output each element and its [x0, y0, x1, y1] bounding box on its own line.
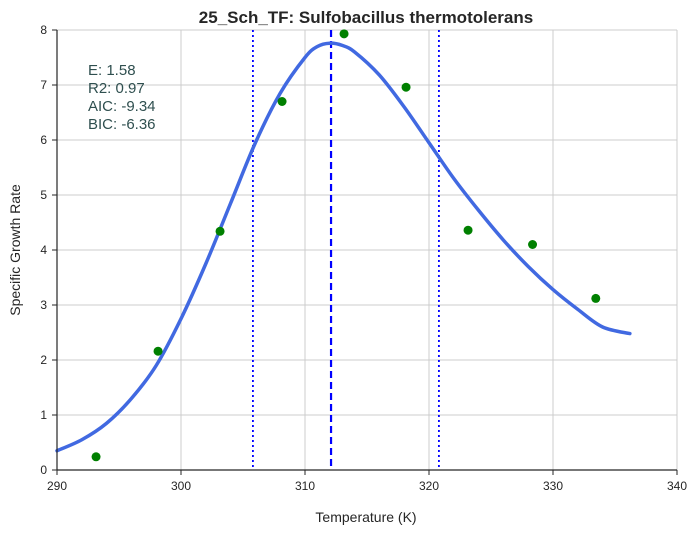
- x-tick-label: 340: [667, 479, 687, 493]
- data-point: [463, 225, 473, 235]
- data-point: [277, 97, 287, 106]
- data-point: [153, 346, 163, 356]
- y-tick-label: 6: [40, 133, 47, 147]
- y-tick-label: 2: [40, 353, 47, 367]
- fit-curve: [55, 41, 632, 453]
- data-points: [91, 29, 601, 462]
- x-tick-label: 290: [47, 479, 67, 493]
- fit-curve-layer: [55, 41, 632, 453]
- labels: 25_Sch_TF: Sulfobacillus thermotolerans …: [7, 8, 533, 525]
- y-tick-label: 5: [40, 188, 47, 202]
- data-point: [339, 29, 349, 39]
- data-point: [591, 293, 601, 303]
- data-point: [528, 240, 538, 249]
- data-point: [215, 226, 225, 236]
- x-tick-label: 310: [295, 479, 315, 493]
- stat-aic: AIC: -9.34: [88, 98, 156, 115]
- stat-r2: R2: 0.97: [88, 80, 145, 97]
- y-tick-label: 8: [40, 23, 47, 37]
- x-tick-label: 320: [419, 479, 439, 493]
- data-point: [401, 82, 411, 92]
- x-axis-label: Temperature (K): [315, 509, 416, 525]
- stat-bic: BIC: -6.36: [88, 116, 156, 133]
- y-tick-label: 3: [40, 298, 47, 312]
- y-tick-label: 4: [40, 243, 47, 257]
- y-tick-label: 7: [40, 78, 47, 92]
- y-tick-label: 0: [40, 463, 47, 477]
- chart-title: 25_Sch_TF: Sulfobacillus thermotolerans: [199, 8, 533, 27]
- x-tick-label: 300: [171, 479, 191, 493]
- stat-energy: E: 1.58: [88, 62, 136, 79]
- x-tick-label: 330: [543, 479, 563, 493]
- grid: [57, 29, 678, 470]
- y-axis-label: Specific Growth Rate: [7, 184, 23, 316]
- axes: 290 300 310 320 330 340 0 1 2 3 4 5 6 7 8: [40, 23, 687, 493]
- y-tick-label: 1: [40, 408, 47, 422]
- reference-lines: [252, 30, 440, 470]
- data-point: [91, 452, 101, 462]
